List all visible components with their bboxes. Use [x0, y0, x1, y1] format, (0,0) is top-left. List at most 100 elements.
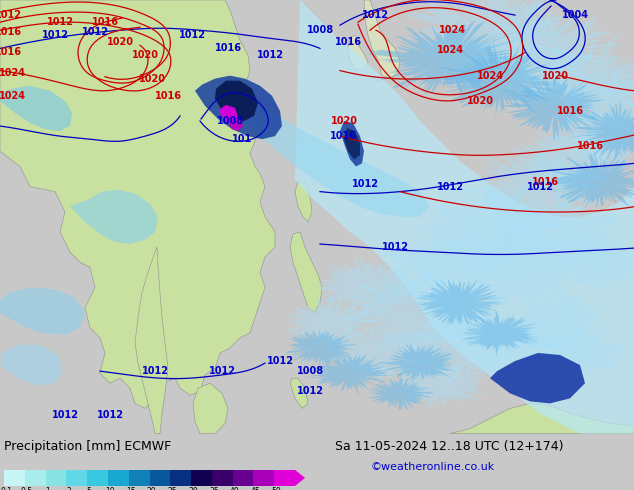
Text: 1: 1: [45, 487, 50, 490]
Text: 1012: 1012: [0, 10, 22, 20]
Polygon shape: [450, 403, 634, 434]
Text: 1012: 1012: [179, 30, 205, 40]
Text: 1008: 1008: [297, 366, 323, 376]
Text: 15: 15: [126, 487, 136, 490]
Polygon shape: [460, 309, 540, 357]
Polygon shape: [0, 288, 85, 335]
Polygon shape: [295, 181, 312, 222]
Polygon shape: [501, 126, 634, 200]
Polygon shape: [219, 105, 238, 123]
Text: 101: 101: [232, 134, 252, 144]
Text: 1016: 1016: [557, 106, 583, 116]
Text: 1016: 1016: [155, 91, 181, 101]
Polygon shape: [377, 341, 461, 384]
Bar: [25, 470, 46, 486]
Polygon shape: [335, 261, 513, 356]
Text: 1024: 1024: [477, 71, 503, 81]
Text: Sa 11-05-2024 12..18 UTC (12+174): Sa 11-05-2024 12..18 UTC (12+174): [335, 440, 564, 453]
Text: 1012: 1012: [96, 411, 124, 420]
Text: 1016: 1016: [330, 131, 356, 141]
Bar: [67, 470, 87, 486]
Polygon shape: [135, 247, 168, 434]
Bar: [4, 470, 25, 486]
Bar: [87, 470, 108, 486]
Text: 1020: 1020: [467, 96, 493, 106]
Text: 1016: 1016: [335, 37, 361, 48]
Polygon shape: [523, 323, 634, 377]
Text: 1020: 1020: [330, 116, 358, 126]
Polygon shape: [448, 230, 590, 314]
Text: 1024: 1024: [439, 25, 465, 35]
Text: 1024: 1024: [0, 91, 25, 101]
Bar: [108, 470, 129, 486]
Bar: [191, 470, 212, 486]
Text: 1016: 1016: [531, 176, 559, 187]
Text: 45: 45: [250, 487, 261, 490]
Polygon shape: [545, 151, 634, 210]
Polygon shape: [70, 190, 158, 244]
Text: 20: 20: [146, 487, 157, 490]
Polygon shape: [364, 0, 400, 79]
Text: 1008: 1008: [306, 25, 333, 35]
Text: 1016: 1016: [91, 17, 119, 27]
Polygon shape: [0, 86, 72, 131]
Polygon shape: [283, 293, 378, 351]
Text: 40: 40: [230, 487, 240, 490]
Text: 1012: 1012: [51, 411, 79, 420]
Polygon shape: [396, 0, 588, 97]
Polygon shape: [321, 316, 443, 386]
Text: 25: 25: [167, 487, 177, 490]
Polygon shape: [505, 283, 618, 363]
Polygon shape: [0, 0, 275, 409]
Polygon shape: [290, 378, 308, 409]
Text: 30: 30: [188, 487, 198, 490]
Polygon shape: [348, 35, 368, 71]
Text: 2: 2: [66, 487, 71, 490]
Text: 1012: 1012: [141, 366, 169, 376]
Bar: [254, 470, 275, 486]
Polygon shape: [290, 232, 322, 313]
Text: 50: 50: [271, 487, 281, 490]
Polygon shape: [295, 0, 634, 434]
Text: 1016: 1016: [0, 48, 22, 57]
Text: 1012: 1012: [46, 17, 74, 27]
Text: 1012: 1012: [257, 50, 283, 60]
Text: 1004: 1004: [562, 10, 588, 20]
Polygon shape: [536, 104, 634, 176]
Text: Precipitation [mm] ECMWF: Precipitation [mm] ECMWF: [4, 440, 171, 453]
Text: 1020: 1020: [107, 37, 134, 48]
Text: 1012: 1012: [297, 386, 323, 396]
Text: 0.5: 0.5: [21, 487, 33, 490]
Text: 35: 35: [209, 487, 219, 490]
Text: 1012: 1012: [351, 178, 378, 189]
Text: 1024: 1024: [436, 46, 463, 55]
Bar: [129, 470, 150, 486]
Polygon shape: [366, 375, 434, 411]
Polygon shape: [242, 93, 430, 217]
Bar: [171, 470, 191, 486]
Text: 1012: 1012: [382, 242, 408, 252]
Text: 1012: 1012: [209, 366, 235, 376]
Polygon shape: [313, 249, 445, 318]
Polygon shape: [490, 353, 585, 403]
Polygon shape: [301, 351, 398, 396]
Polygon shape: [195, 75, 282, 139]
Polygon shape: [499, 76, 605, 143]
Text: 1008: 1008: [216, 116, 243, 126]
Text: 1020: 1020: [541, 71, 569, 81]
Polygon shape: [340, 121, 364, 167]
Polygon shape: [446, 146, 612, 223]
Polygon shape: [215, 81, 258, 121]
Polygon shape: [539, 232, 634, 293]
Polygon shape: [382, 355, 496, 410]
Polygon shape: [381, 304, 574, 386]
Polygon shape: [403, 180, 567, 271]
Polygon shape: [439, 0, 622, 110]
Text: 1024: 1024: [0, 68, 25, 77]
Polygon shape: [365, 20, 526, 97]
Polygon shape: [374, 226, 508, 304]
Text: 1016: 1016: [576, 141, 604, 151]
Text: 1020: 1020: [131, 50, 158, 60]
Bar: [233, 470, 254, 486]
Text: 1016: 1016: [214, 44, 242, 53]
